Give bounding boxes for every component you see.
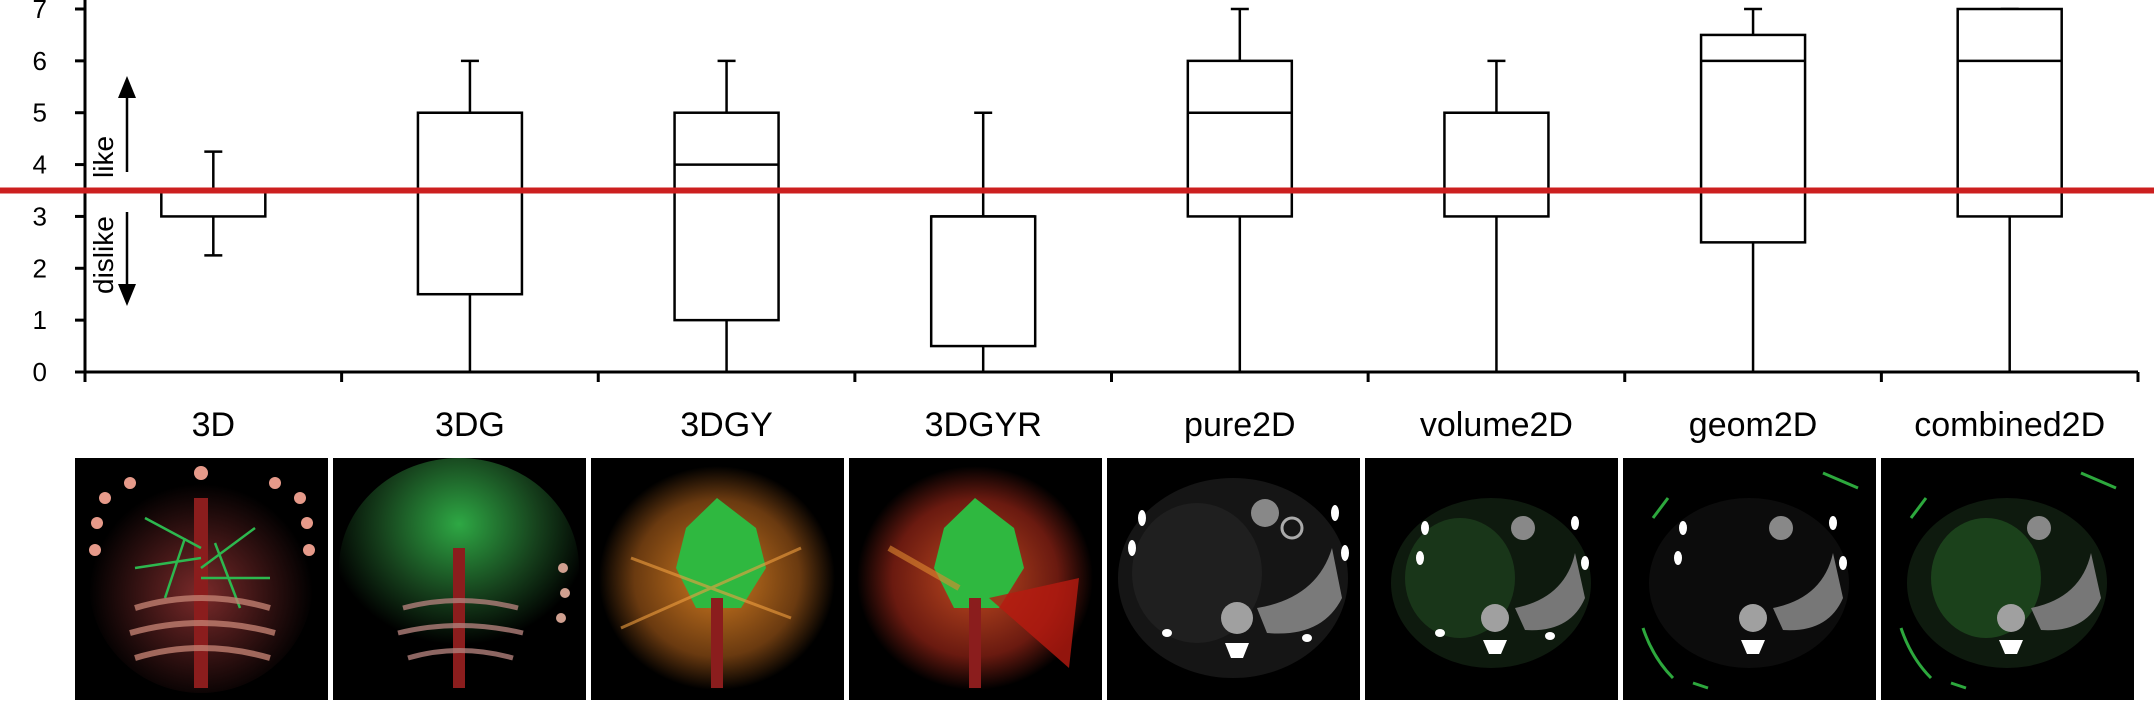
thumbnail-3dg (333, 458, 586, 700)
y-tick-label: 1 (33, 305, 47, 335)
box-iqr (673, 111, 780, 322)
down-arrow-icon (118, 284, 136, 306)
thumbnail-geom2d (1623, 458, 1876, 700)
up-arrow-icon (118, 76, 136, 98)
x-category-label: volume2D (1420, 406, 1573, 444)
box-3d (160, 150, 267, 257)
box-iqr (1699, 33, 1807, 244)
x-category-label: 3DGYR (925, 406, 1042, 444)
y-tick-label: 7 (33, 0, 47, 24)
box-iqr (160, 189, 267, 218)
box-combined2d (1956, 7, 2063, 372)
y-tick-label: 0 (33, 357, 47, 387)
thumbnail-pure2d (1107, 458, 1360, 700)
x-category-label: 3DGY (680, 406, 773, 444)
thumbnail-3d (75, 458, 328, 700)
box-iqr (416, 111, 524, 296)
like-label: like (88, 136, 119, 178)
x-category-label: geom2D (1689, 406, 1818, 444)
y-tick-label: 3 (33, 201, 47, 231)
dislike-label: dislike (88, 216, 119, 294)
box-iqr (1443, 111, 1550, 218)
x-category-label: 3D (192, 406, 235, 444)
y-axis-ticks: 0 1 2 3 4 5 6 7 (33, 0, 85, 387)
thumbnail-3dgyr (849, 458, 1102, 700)
y-tick-label: 4 (33, 150, 47, 180)
y-tick-label: 2 (33, 253, 47, 283)
box-series (160, 7, 2063, 372)
box-volume2d (1443, 59, 1550, 372)
x-axis-ticks (83, 372, 2140, 382)
box-geom2d (1699, 7, 1807, 372)
x-category-label: pure2D (1184, 406, 1296, 444)
box-iqr (1956, 7, 2063, 218)
box-plot: 0 1 2 3 4 5 6 7 like dislike 3D 3DG 3DGY 3DGYR pure… (0, 0, 2154, 444)
box-3dgy (673, 59, 780, 372)
x-axis-category-labels: 3D 3DG 3DGY 3DGYR pure2D volume2D geom2D combin… (192, 406, 2106, 444)
thumbnail-combined2d (1881, 458, 2134, 700)
box-3dg (416, 59, 524, 372)
thumbnail-3dgy (591, 458, 844, 700)
y-tick-label: 5 (33, 98, 47, 128)
box-iqr (929, 215, 1037, 348)
like-dislike-arrows: like dislike (88, 76, 136, 306)
y-tick-label: 6 (33, 46, 47, 76)
x-category-label: combined2D (1914, 406, 2105, 444)
thumbnail-volume2d (1365, 458, 1618, 700)
x-category-label: 3DG (435, 406, 505, 444)
box-3dgyr (929, 111, 1037, 372)
